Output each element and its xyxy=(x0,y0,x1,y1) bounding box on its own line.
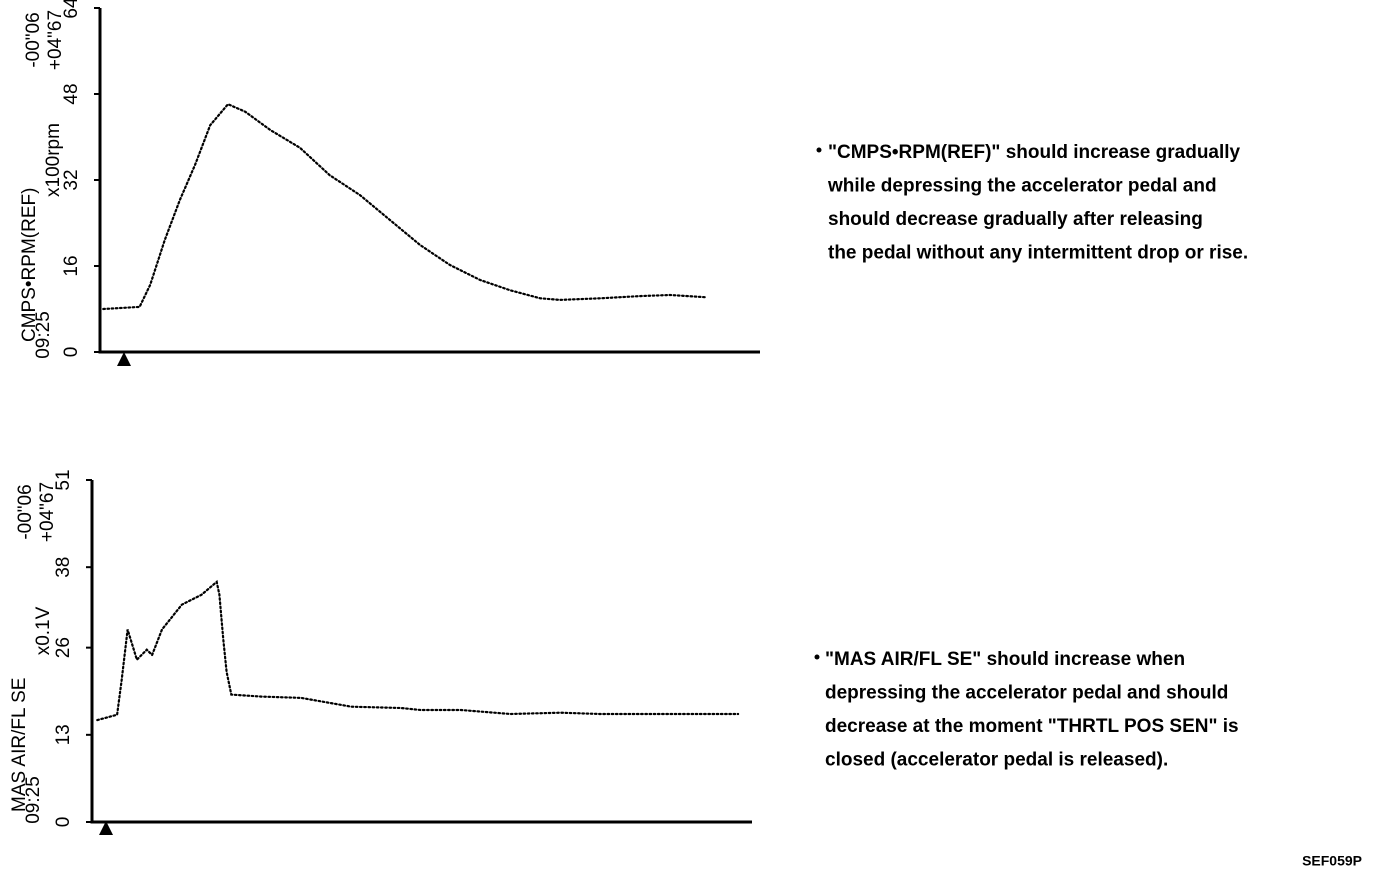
data-line xyxy=(102,102,707,311)
y-axis-unit: x0.1V xyxy=(33,606,54,655)
time-offset: -00"06 xyxy=(15,484,36,539)
note-line: depressing the accelerator pedal and sho… xyxy=(825,683,1228,704)
y-tick-label: 0 xyxy=(53,817,74,828)
note-line: the pedal without any intermittent drop … xyxy=(828,243,1248,264)
note-line: should decrease gradually after releasin… xyxy=(828,209,1203,230)
note-line: "MAS AIR/FL SE" should increase when xyxy=(825,649,1185,670)
note-line: decrease at the moment "THRTL POS SEN" i… xyxy=(825,716,1239,737)
time-offset: +04"67 xyxy=(45,10,66,70)
axis-frame xyxy=(90,480,752,824)
y-axis-label: MAS AIR/FL SE xyxy=(9,678,30,812)
bullet xyxy=(814,654,820,660)
axis-frame xyxy=(98,8,760,354)
y-tick-label: 13 xyxy=(53,724,74,745)
y-tick-label: 51 xyxy=(53,469,74,490)
note-line: while depressing the accelerator pedal a… xyxy=(827,176,1217,197)
y-tick-label: 26 xyxy=(53,637,74,658)
y-tick-label: 48 xyxy=(61,83,82,104)
time-start: 09:25 xyxy=(23,776,44,824)
y-tick-label: 0 xyxy=(61,347,82,358)
trigger-marker xyxy=(117,352,131,366)
note-line: "CMPS•RPM(REF)" should increase graduall… xyxy=(828,142,1241,163)
time-offset: -00"06 xyxy=(23,12,44,67)
data-line xyxy=(96,579,740,722)
axes xyxy=(90,8,760,824)
y-tick-label: 38 xyxy=(53,557,74,578)
time-start: 09:25 xyxy=(33,311,54,359)
y-tick-label: 32 xyxy=(61,169,82,190)
trigger-marker xyxy=(99,821,113,835)
time-offset: +04"67 xyxy=(37,482,58,542)
bullet xyxy=(816,147,822,153)
y-tick-label: 16 xyxy=(61,255,82,276)
y-axis-unit: x100rpm xyxy=(43,123,64,197)
figure-code: SEF059P xyxy=(1302,853,1362,869)
note-line: closed (accelerator pedal is released). xyxy=(825,750,1168,771)
y-axis-label: CMPS•RPM(REF) xyxy=(19,188,40,342)
y-tick-label: 64 xyxy=(61,0,82,19)
